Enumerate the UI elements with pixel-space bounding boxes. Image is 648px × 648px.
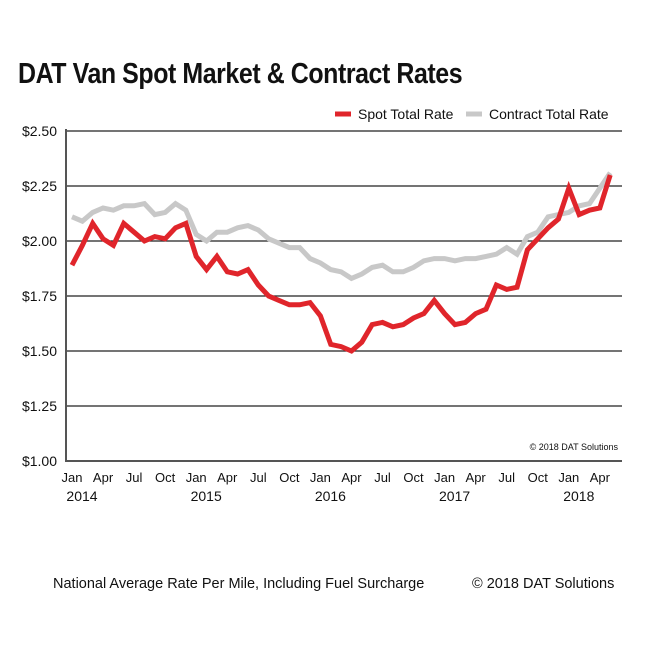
x-tick-label: Jul: [498, 470, 515, 485]
year-label: 2017: [439, 488, 470, 504]
series-line-contract: [71, 171, 613, 282]
x-tick-label: Apr: [93, 470, 114, 485]
x-tick-label: Apr: [590, 470, 611, 485]
footer-copyright: © 2018 DAT Solutions: [472, 576, 615, 592]
x-tick-label: Jan: [310, 470, 331, 485]
y-tick-label: $1.25: [22, 398, 57, 414]
year-label: 2018: [563, 488, 594, 504]
y-tick-label: $1.50: [22, 343, 57, 359]
x-tick-label: Jan: [186, 470, 207, 485]
y-tick-label: $1.00: [22, 453, 57, 469]
footer-note: National Average Rate Per Mile, Includin…: [53, 576, 425, 592]
year-label: 2014: [66, 488, 97, 504]
chart-title: DAT Van Spot Market & Contract Rates: [18, 58, 463, 90]
legend-label: Contract Total Rate: [489, 106, 609, 122]
year-label: 2015: [191, 488, 222, 504]
series-line-spot: [69, 174, 613, 354]
x-tick-label: Apr: [466, 470, 487, 485]
x-tick-label: Jul: [126, 470, 143, 485]
x-tick-label: Jul: [250, 470, 267, 485]
x-tick-label: Oct: [155, 470, 176, 485]
x-tick-label: Jan: [434, 470, 455, 485]
x-tick-label: Apr: [341, 470, 362, 485]
y-tick-label: $2.25: [22, 178, 57, 194]
y-tick-label: $1.75: [22, 288, 57, 304]
x-tick-label: Jan: [558, 470, 579, 485]
x-tick-label: Oct: [403, 470, 424, 485]
x-tick-label: Apr: [217, 470, 238, 485]
y-tick-label: $2.00: [22, 233, 57, 249]
x-tick-label: Jul: [374, 470, 391, 485]
year-label: 2016: [315, 488, 346, 504]
x-tick-label: Jan: [62, 470, 83, 485]
y-tick-label: $2.50: [22, 123, 57, 139]
legend-label: Spot Total Rate: [358, 106, 454, 122]
x-tick-label: Oct: [528, 470, 549, 485]
x-tick-label: Oct: [279, 470, 300, 485]
chart-annotation: © 2018 DAT Solutions: [530, 442, 619, 452]
